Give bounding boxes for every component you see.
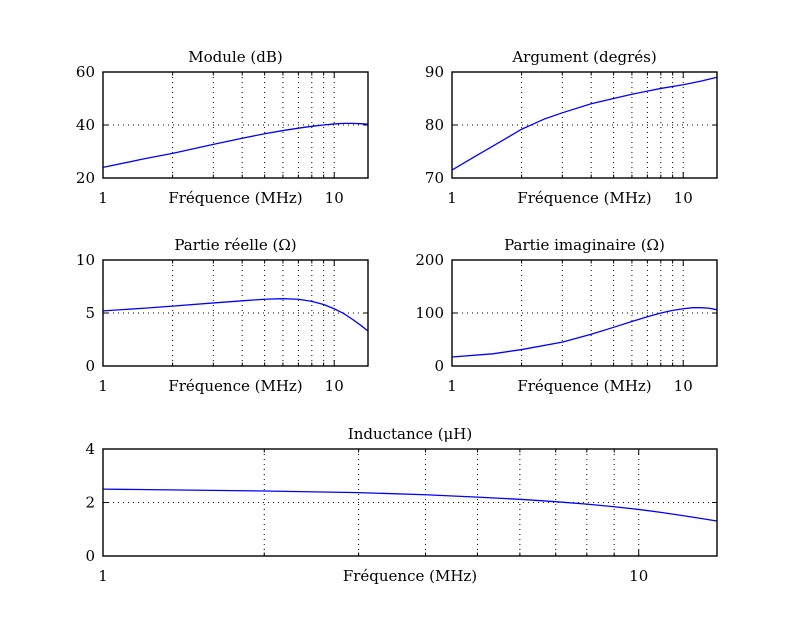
imaginary-xtick-label: 10 xyxy=(674,377,693,395)
inductance-xtick-label: 1 xyxy=(98,567,108,585)
imaginary-ytick-label: 200 xyxy=(415,251,444,269)
inductance-xlabel: Fréquence (MHz) xyxy=(343,567,477,585)
argument-ytick-label: 70 xyxy=(425,169,444,187)
real-series-line xyxy=(102,298,369,332)
inductance-ytick-label: 2 xyxy=(85,494,95,512)
argument-ytick-label: 90 xyxy=(425,63,444,81)
module-series-line xyxy=(102,122,369,169)
imaginary-series-line xyxy=(451,307,718,358)
argument-xtick-label: 10 xyxy=(674,189,693,207)
imaginary-ytick-label: 100 xyxy=(415,304,444,322)
module-ytick-label: 60 xyxy=(76,63,95,81)
argument-xlabel: Fréquence (MHz) xyxy=(517,189,651,207)
argument-title: Argument (degrés) xyxy=(511,48,656,66)
module-xlabel: Fréquence (MHz) xyxy=(168,189,302,207)
module-chart: Module (dB) 20 40 60 1 10 Fréquence (MHz) xyxy=(76,48,369,207)
real-title: Partie réelle (Ω) xyxy=(174,236,296,254)
argument-ytick-label: 80 xyxy=(425,116,444,134)
real-part-chart: Partie réelle (Ω) 0 5 10 1 10 Fréquence (MHz) xyxy=(76,236,369,395)
imaginary-xlabel: Fréquence (MHz) xyxy=(517,377,651,395)
module-plot-frame xyxy=(102,71,369,179)
imaginary-plot-frame xyxy=(451,259,718,367)
real-xlabel: Fréquence (MHz) xyxy=(168,377,302,395)
module-xtick-label: 1 xyxy=(98,189,108,207)
inductance-ytick-label: 4 xyxy=(85,440,95,458)
imaginary-part-chart: Partie imaginaire (Ω) 0 100 200 1 10 Fréquence… xyxy=(415,236,718,395)
argument-chart: Argument (degrés) 70 80 90 1 10 Fréquence (MHz… xyxy=(425,48,718,207)
real-ytick-label: 10 xyxy=(76,251,95,269)
module-ytick-label: 40 xyxy=(76,116,95,134)
real-plot-frame xyxy=(102,259,369,367)
inductance-xtick-label: 10 xyxy=(629,567,648,585)
module-xtick-label: 10 xyxy=(325,189,344,207)
inductance-title: Inductance (μH) xyxy=(348,425,472,443)
argument-plot-frame xyxy=(451,71,718,179)
imaginary-ytick-label: 0 xyxy=(434,357,444,375)
inductance-series-line xyxy=(102,488,718,522)
imaginary-title: Partie imaginaire (Ω) xyxy=(504,236,665,254)
real-xtick-label: 1 xyxy=(98,377,108,395)
real-ytick-label: 0 xyxy=(85,357,95,375)
inductance-chart: Inductance (μH) 0 2 4 1 10 Fréquence (MHz) xyxy=(85,425,718,585)
argument-xtick-label: 1 xyxy=(447,189,457,207)
inductance-plot-frame xyxy=(102,448,718,557)
real-xtick-label: 10 xyxy=(325,377,344,395)
module-ytick-label: 20 xyxy=(76,169,95,187)
inductance-ytick-label: 0 xyxy=(85,547,95,565)
module-title: Module (dB) xyxy=(188,48,282,66)
real-ytick-label: 5 xyxy=(85,304,95,322)
argument-series-line xyxy=(451,76,718,171)
imaginary-xtick-label: 1 xyxy=(447,377,457,395)
